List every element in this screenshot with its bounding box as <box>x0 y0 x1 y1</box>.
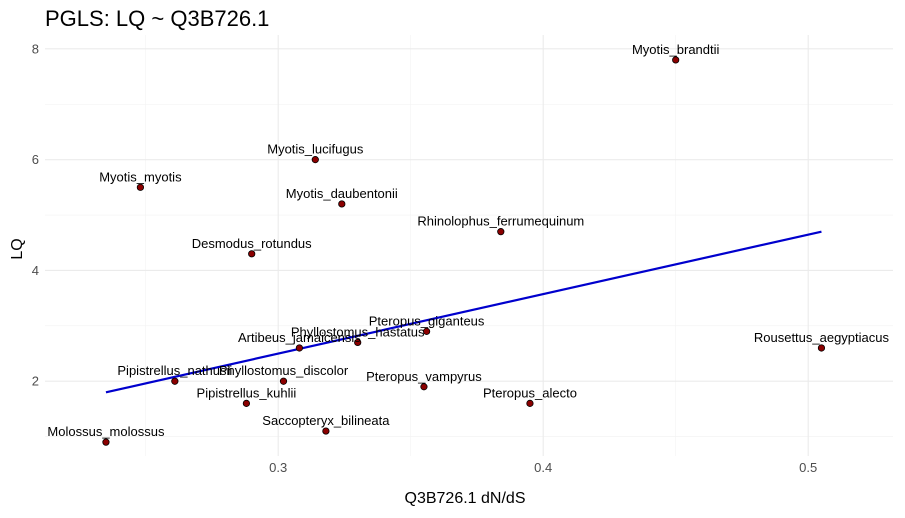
data-point <box>295 344 303 352</box>
regression-line <box>105 230 822 394</box>
data-point <box>136 183 144 191</box>
data-point <box>817 344 826 352</box>
data-point <box>311 156 319 164</box>
axis-layer: 0.3 0.4 0.5 2 4 6 8 <box>32 41 817 475</box>
point-label: Pipistrellus_nathusii <box>117 363 232 378</box>
point-label: Rhinolophus_ferrumequinum <box>417 214 584 229</box>
x-tick-label: 0.5 <box>799 460 817 475</box>
point-label: Artibeus_jamaicensis <box>238 330 361 345</box>
point-label: Rousettus_aegyptiacus <box>754 330 890 345</box>
y-tick-label: 8 <box>32 41 39 56</box>
point-label: Myotis_brandtii <box>632 42 720 57</box>
point-label: Pteropus_vampyrus <box>366 369 482 384</box>
fit-line-layer <box>105 230 822 394</box>
data-point <box>242 399 250 407</box>
data-point <box>102 438 110 446</box>
point-label: Pteropus_alecto <box>483 385 577 400</box>
point-label: Saccopteryx_bilineata <box>262 413 390 428</box>
data-point <box>672 56 680 64</box>
data-point <box>420 383 428 391</box>
point-labels-layer: Myotis_brandtii Myotis_lucifugus Myotis_my… <box>47 42 889 439</box>
point-label: Phyllostomus_hastatus <box>291 324 425 339</box>
data-point <box>354 338 362 347</box>
point-label: Pteropus_giganteus <box>369 313 485 328</box>
data-point <box>497 228 505 236</box>
data-point <box>279 377 288 385</box>
data-point <box>526 399 534 407</box>
y-tick-label: 6 <box>32 152 39 167</box>
data-point <box>322 427 330 435</box>
chart-title: PGLS: LQ ~ Q3B726.1 <box>45 6 270 31</box>
data-point <box>248 250 256 258</box>
y-tick-label: 4 <box>32 263 39 278</box>
point-label: Myotis_myotis <box>99 169 182 184</box>
point-label: Pipistrellus_kuhlii <box>197 385 297 400</box>
data-point <box>422 327 431 335</box>
y-tick-label: 2 <box>32 374 39 389</box>
point-label: Myotis_lucifugus <box>267 142 364 157</box>
point-label: Desmodus_rotundus <box>192 236 312 251</box>
point-label: Myotis_daubentonii <box>286 186 398 201</box>
grid-layer <box>45 35 893 456</box>
data-point <box>338 200 346 208</box>
point-label: Phyllostomus_discolor <box>219 363 349 378</box>
data-point <box>171 377 179 385</box>
x-tick-label: 0.4 <box>534 460 552 475</box>
x-axis-title: Q3B726.1 dN/dS <box>405 490 526 507</box>
y-axis-title: LQ <box>9 238 26 259</box>
x-tick-label: 0.3 <box>269 460 287 475</box>
point-label: Molossus_molossus <box>47 424 165 439</box>
points-layer <box>102 56 826 446</box>
